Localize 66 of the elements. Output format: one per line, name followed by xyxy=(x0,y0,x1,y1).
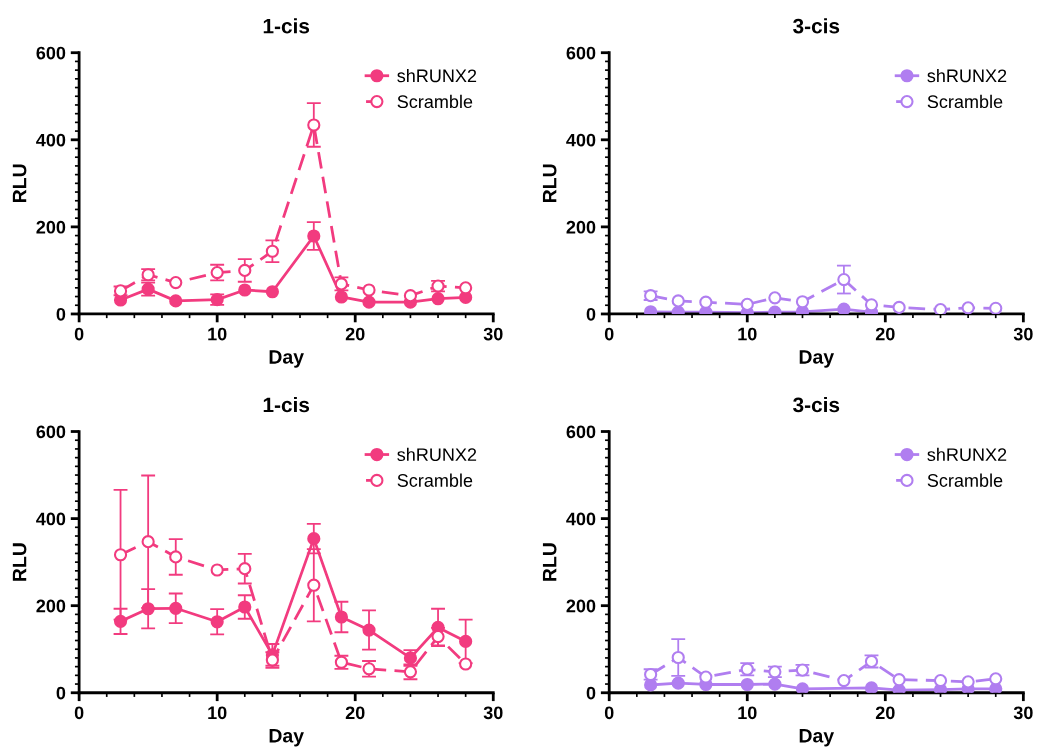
legend-label: Scramble xyxy=(927,94,1003,109)
x-tick-label: 10 xyxy=(208,327,227,341)
point xyxy=(307,118,321,132)
x-tick-label: 0 xyxy=(74,327,84,341)
point xyxy=(431,292,445,306)
y-tick-label: 600 xyxy=(566,425,596,439)
legend-label: shRUNX2 xyxy=(927,68,1007,83)
chart-title: 1-cis xyxy=(263,396,310,413)
y-tick-label: 400 xyxy=(566,133,596,147)
x-tick-label: 0 xyxy=(604,327,614,341)
x-tick-label: 10 xyxy=(738,706,757,720)
point xyxy=(307,229,321,243)
y-axis-title: RLU xyxy=(542,164,557,203)
y-axis-title: RLU xyxy=(542,543,557,581)
point xyxy=(265,244,279,258)
y-axis-title: RLU xyxy=(12,164,27,203)
point xyxy=(362,283,376,297)
x-tick-label: 30 xyxy=(1013,706,1033,720)
x-tick-label: 10 xyxy=(208,706,227,720)
x-tick-label: 20 xyxy=(345,327,365,341)
y-tick-label: 400 xyxy=(36,512,66,526)
y-tick-label: 600 xyxy=(36,425,66,439)
x-tick-label: 20 xyxy=(875,706,895,720)
y-tick-label: 200 xyxy=(566,599,596,613)
point xyxy=(169,276,183,290)
y-tick-label: 600 xyxy=(36,46,66,60)
legend-label: Scramble xyxy=(927,473,1003,487)
legend-label: Scramble xyxy=(397,94,473,109)
x-tick-label: 30 xyxy=(483,706,503,720)
x-tick-label: 0 xyxy=(604,706,614,720)
x-tick-label: 30 xyxy=(483,327,503,341)
legend-label: shRUNX2 xyxy=(927,447,1007,462)
point xyxy=(238,263,252,278)
x-tick-label: 20 xyxy=(875,327,895,341)
x-tick-label: 30 xyxy=(1013,327,1033,341)
y-tick-label: 0 xyxy=(56,686,66,700)
y-tick-label: 0 xyxy=(586,307,596,321)
y-tick-label: 0 xyxy=(586,686,596,700)
chart-title: 3-cis xyxy=(793,396,840,413)
y-tick-label: 200 xyxy=(36,599,66,613)
x-tick-label: 10 xyxy=(738,327,757,341)
y-axis-title: RLU xyxy=(12,543,27,581)
x-axis-title: Day xyxy=(269,729,304,747)
point xyxy=(459,281,473,295)
y-tick-label: 400 xyxy=(36,133,66,147)
y-tick-label: 200 xyxy=(36,220,66,234)
legend-label: Scramble xyxy=(397,473,473,487)
legend-label: shRUNX2 xyxy=(397,447,477,462)
y-tick-label: 200 xyxy=(566,220,596,234)
y-tick-label: 600 xyxy=(566,46,596,60)
point xyxy=(362,295,376,309)
point xyxy=(265,285,279,299)
x-axis-title: Day xyxy=(799,350,835,368)
chart-title: 1-cis xyxy=(263,18,310,34)
x-tick-label: 0 xyxy=(74,706,84,720)
x-axis-title: Day xyxy=(799,729,835,747)
point xyxy=(334,290,349,304)
x-tick-label: 20 xyxy=(345,706,365,720)
legend-label: shRUNX2 xyxy=(397,68,477,83)
chart-title: 3-cis xyxy=(793,18,840,34)
point xyxy=(238,283,252,297)
point xyxy=(169,294,183,308)
x-axis-title: Day xyxy=(269,350,304,368)
y-tick-label: 0 xyxy=(56,307,66,321)
point xyxy=(403,289,418,303)
y-tick-label: 400 xyxy=(566,512,596,526)
